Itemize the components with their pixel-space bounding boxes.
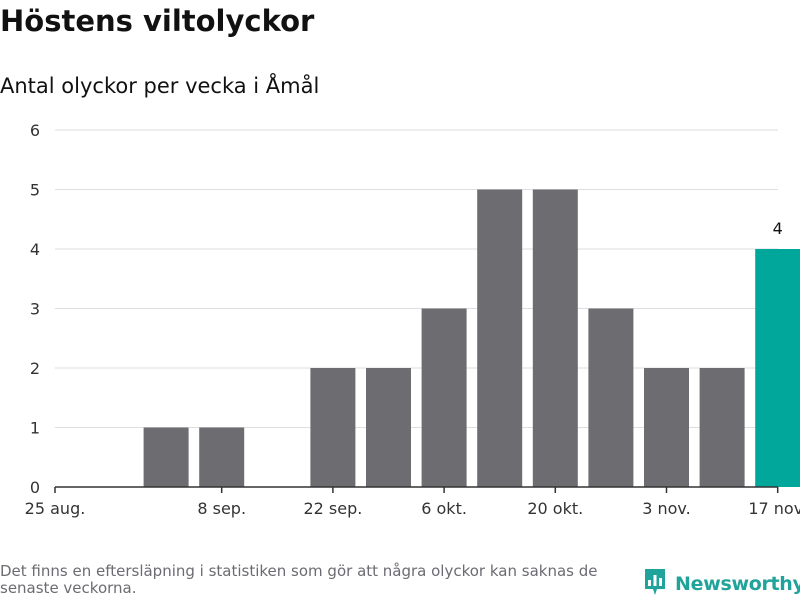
bar-chart: 0 1 2 3 4 5 6 4 25 aug. 8 sep. 22 sep. 6 okt. 20 okt… bbox=[25, 121, 800, 518]
x-tick-label: 3 nov. bbox=[642, 499, 691, 518]
y-tick-label: 4 bbox=[30, 240, 40, 259]
bar[interactable] bbox=[644, 368, 689, 487]
chart-subtitle: Antal olyckor per vecka i Åmål bbox=[0, 74, 320, 98]
bar[interactable] bbox=[477, 189, 523, 488]
bars bbox=[143, 189, 800, 488]
y-tick-label: 3 bbox=[30, 300, 40, 319]
x-tick-label: 17 nov. bbox=[748, 499, 800, 518]
y-tick-label: 6 bbox=[30, 121, 40, 140]
y-tick-label: 0 bbox=[30, 478, 40, 497]
bar[interactable] bbox=[532, 189, 578, 488]
bar-chart-icon bbox=[643, 567, 667, 601]
bar[interactable] bbox=[310, 368, 356, 487]
bar[interactable] bbox=[588, 308, 634, 488]
footnote: Det finns en eftersläpning i statistiken… bbox=[0, 562, 598, 597]
x-tick-label: 25 aug. bbox=[25, 499, 86, 518]
chart-title: Höstens viltolyckor bbox=[0, 4, 315, 38]
y-tick-label: 5 bbox=[30, 181, 40, 200]
bar[interactable] bbox=[421, 308, 467, 488]
data-label: 4 bbox=[773, 219, 783, 238]
labels: 0 1 2 3 4 5 6 4 25 aug. 8 sep. 22 sep. 6 okt. 20 okt… bbox=[25, 121, 800, 518]
x-tick-label: 6 okt. bbox=[421, 499, 467, 518]
x-tick-label: 20 okt. bbox=[527, 499, 583, 518]
bar[interactable] bbox=[143, 427, 189, 488]
y-tick-label: 1 bbox=[30, 419, 40, 438]
newsworthy-logo[interactable]: Newsworthy bbox=[643, 568, 800, 600]
brand-name: Newsworthy bbox=[675, 573, 800, 595]
bar[interactable] bbox=[699, 368, 745, 487]
highlighted-bar[interactable] bbox=[755, 249, 800, 487]
bar[interactable] bbox=[366, 368, 411, 487]
axes bbox=[54, 486, 779, 493]
bar[interactable] bbox=[199, 427, 245, 488]
x-tick-label: 22 sep. bbox=[303, 499, 362, 518]
y-tick-label: 2 bbox=[30, 359, 40, 378]
x-tick-label: 8 sep. bbox=[197, 499, 246, 518]
